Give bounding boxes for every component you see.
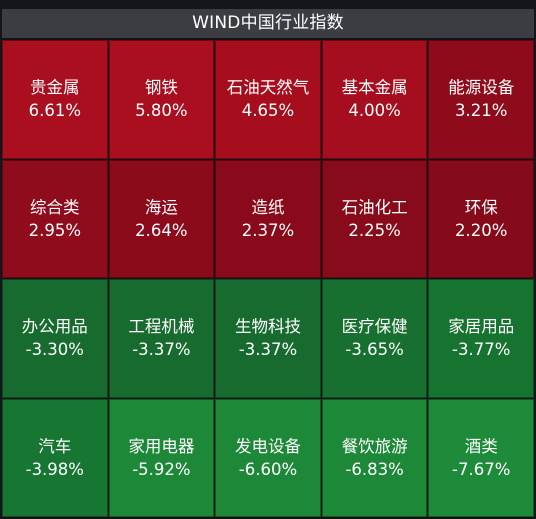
industry-change-pct: 2.64% (135, 220, 188, 240)
industry-name: 能源设备 (448, 78, 515, 98)
industry-change-pct: -3.77% (452, 340, 511, 360)
industry-name: 海运 (144, 197, 178, 217)
industry-change-pct: 6.61% (28, 101, 81, 121)
industry-tile[interactable]: 办公用品 -3.30% (2, 279, 108, 398)
industry-name: 生物科技 (234, 317, 301, 337)
industry-change-pct: 4.00% (348, 101, 401, 121)
industry-name: 环保 (464, 197, 498, 217)
industry-name: 汽车 (38, 436, 72, 456)
industry-name: 石油化工 (341, 197, 408, 217)
industry-change-pct: -6.83% (345, 459, 404, 479)
industry-change-pct: -3.30% (25, 340, 84, 360)
industry-tile[interactable]: 发电设备 -6.60% (215, 398, 321, 517)
industry-change-pct: 2.37% (241, 220, 295, 240)
industry-change-pct: 2.95% (28, 220, 81, 240)
industry-tile[interactable]: 基本金属 4.00% (321, 40, 428, 159)
industry-change-pct: 2.25% (348, 220, 401, 240)
industry-tile[interactable]: 能源设备 3.21% (428, 40, 534, 159)
industry-tile[interactable]: 餐饮旅游 -6.83% (321, 398, 428, 517)
industry-name: 贵金属 (30, 78, 80, 98)
industry-name: 酒类 (464, 436, 498, 456)
industry-change-pct: -7.67% (452, 459, 511, 479)
industry-name: 家居用品 (448, 317, 515, 337)
industry-name: 造纸 (251, 197, 285, 217)
industry-name: 餐饮旅游 (341, 436, 408, 456)
industry-tile[interactable]: 石油化工 2.25% (321, 159, 428, 278)
industry-name: 工程机械 (128, 317, 195, 337)
industry-tile[interactable]: 钢铁 5.80% (108, 40, 215, 159)
industry-tile[interactable]: 造纸 2.37% (215, 159, 321, 278)
industry-name: 家用电器 (128, 436, 195, 456)
industry-tile[interactable]: 贵金属 6.61% (2, 40, 108, 159)
industry-name: 基本金属 (341, 78, 408, 98)
industry-change-pct: -6.60% (238, 459, 298, 479)
industry-change-pct: -3.65% (345, 340, 404, 360)
industry-change-pct: 2.20% (454, 220, 508, 240)
industry-change-pct: -5.92% (132, 459, 191, 479)
industry-tile[interactable]: 汽车 -3.98% (2, 398, 108, 517)
industry-name: 发电设备 (234, 436, 301, 456)
industry-tile[interactable]: 综合类 2.95% (2, 159, 108, 278)
industry-name: 钢铁 (144, 78, 178, 98)
industry-change-pct: -3.37% (132, 340, 191, 360)
industry-tile[interactable]: 医疗保健 -3.65% (321, 279, 428, 398)
industry-change-pct: -3.37% (238, 340, 298, 360)
industry-name: 医疗保健 (341, 317, 408, 337)
industry-tile[interactable]: 酒类 -7.67% (428, 398, 534, 517)
industry-change-pct: 3.21% (454, 101, 508, 121)
industry-change-pct: 4.65% (241, 101, 295, 121)
industry-name: 综合类 (30, 197, 80, 217)
industry-change-pct: -3.98% (25, 459, 84, 479)
industry-index-grid: 贵金属 6.61% 钢铁 5.80% 石油天然气 4.65% 基本金属 4.00% 能源设备 3.… (2, 40, 534, 517)
industry-tile[interactable]: 环保 2.20% (428, 159, 534, 278)
industry-tile[interactable]: 石油天然气 4.65% (215, 40, 321, 159)
industry-tile[interactable]: 生物科技 -3.37% (215, 279, 321, 398)
panel-title: WIND中国行业指数 (2, 9, 534, 38)
industry-name: 办公用品 (21, 317, 88, 337)
industry-tile[interactable]: 工程机械 -3.37% (108, 279, 215, 398)
industry-change-pct: 5.80% (135, 101, 188, 121)
industry-tile[interactable]: 家居用品 -3.77% (428, 279, 534, 398)
heatmap-panel: WIND中国行业指数 贵金属 6.61% 钢铁 5.80% 石油天然气 4.65% 基本金属… (2, 9, 534, 519)
industry-tile[interactable]: 海运 2.64% (108, 159, 215, 278)
industry-tile[interactable]: 家用电器 -5.92% (108, 398, 215, 517)
industry-name: 石油天然气 (226, 78, 310, 98)
